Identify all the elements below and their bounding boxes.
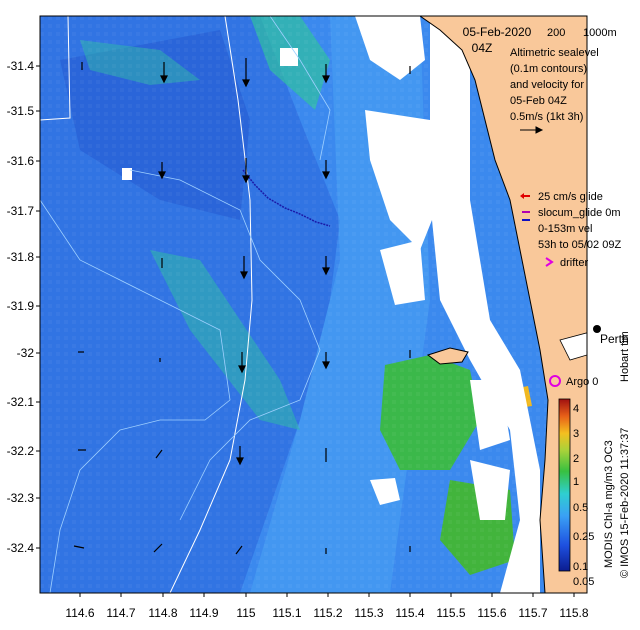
lon-label: 115.1 — [272, 606, 301, 620]
colorbar-tick: 3 — [573, 428, 579, 440]
sealevel-contour-c — [269, 16, 331, 161]
lon-label: 115.6 — [477, 606, 506, 620]
y-axis-labels: -31.4 -31.5 -31.6 -31.7 -31.8 -31.9 -32 … — [7, 59, 35, 555]
lat-label: -32 — [17, 346, 35, 360]
lat-label: -31.9 — [7, 299, 35, 313]
velocity-arrows — [73, 58, 411, 555]
glider-line: 25 cm/s glide — [538, 191, 603, 203]
legend-line: Altimetric sealevel — [510, 47, 599, 59]
colorbar-title: MODIS Chl-a mg/m3 OC3 — [603, 440, 615, 568]
lat-label: -32.4 — [7, 541, 35, 555]
rottnest-island — [426, 347, 469, 365]
lon-label: 114.7 — [106, 606, 135, 620]
lon-label: 115 — [236, 606, 255, 620]
lon-label: 115.5 — [436, 606, 465, 620]
lon-label: 115.8 — [559, 606, 588, 620]
map-date: 05-Feb-2020 — [463, 25, 532, 39]
lat-label: -32.3 — [7, 491, 35, 505]
glider-line: 53h to 05/02 09Z — [538, 239, 621, 251]
map-time: 04Z — [472, 41, 493, 55]
colorbar-ticks: 4 3 2 1 0.5 0.25 0.1 0.05 — [573, 403, 594, 588]
lon-label: 115.3 — [354, 606, 383, 620]
glider-track — [242, 169, 331, 227]
land — [419, 16, 587, 593]
colorbar-tick: 0.5 — [573, 502, 588, 514]
colorbar-tick: 1 — [573, 476, 579, 488]
glider-line: 0-153m vel — [538, 223, 592, 235]
argo-label: Argo 0 — [566, 376, 598, 388]
drifter-label: drifter — [560, 257, 588, 269]
perth-marker-icon — [593, 325, 601, 333]
cloud-gaps — [122, 16, 510, 520]
contour-200m — [40, 16, 71, 121]
altimetry-legend: Altimetric sealevel (0.1m contours) and … — [510, 47, 599, 123]
colorbar-tick: 2 — [573, 453, 579, 465]
lon-label: 114.9 — [189, 606, 218, 620]
lat-label: -31.8 — [7, 250, 35, 264]
lon-label: 114.6 — [65, 606, 94, 620]
colorbar-tick: 0.05 — [573, 576, 594, 588]
lon-label: 115.4 — [395, 606, 424, 620]
colorbar-tick: 0.1 — [573, 561, 588, 573]
colorbar — [558, 398, 571, 572]
credit-text: © IMOS 15-Feb-2020 11:37:37 — [619, 428, 631, 578]
lat-label: -31.6 — [7, 154, 35, 168]
lat-label: -31.7 — [7, 204, 35, 218]
legend-line: 05-Feb 04Z — [510, 95, 567, 107]
contour-1000m — [169, 16, 253, 593]
lat-label: -31.4 — [7, 59, 35, 73]
coastal-nodata — [430, 16, 540, 593]
glider-legend: 25 cm/s glide slocum_glide 0m 0-153m vel… — [520, 191, 621, 269]
depth-contour-200: 200 — [547, 27, 565, 39]
city-label: Perth — [600, 332, 629, 346]
x-axis — [79, 593, 575, 597]
lat-label: -32.2 — [7, 444, 35, 458]
legend-line: and velocity for — [510, 79, 584, 91]
legend-line: (0.1m contours) — [510, 63, 587, 75]
lon-label: 115.2 — [313, 606, 342, 620]
y-axis — [36, 65, 40, 549]
sealevel-contour-a — [40, 199, 231, 593]
argo-marker-icon — [549, 375, 561, 387]
plot-border — [39, 15, 588, 594]
colorbar-tick: 0.25 — [573, 531, 594, 543]
swan-estuary — [559, 332, 587, 361]
lon-label: 114.8 — [148, 606, 177, 620]
glider-line: slocum_glide 0m — [538, 207, 621, 219]
scale-arrow — [520, 126, 544, 134]
drifter-icon — [545, 257, 554, 267]
lon-label: 115.7 — [518, 606, 547, 620]
lat-label: -32.1 — [7, 395, 35, 409]
hobart-time-label: Hobart tim — [619, 331, 631, 382]
lat-label: -31.5 — [7, 104, 35, 118]
legend-line: 0.5m/s (1kt 3h) — [510, 111, 583, 123]
colorbar-tick: 4 — [573, 403, 579, 415]
x-axis-labels: 114.6 114.7 114.8 114.9 115 115.1 115.2 … — [65, 606, 588, 620]
glider-arrow-red-icon — [520, 193, 524, 199]
depth-contour-1000: 1000m — [583, 27, 617, 39]
sealevel-contour-b — [129, 169, 321, 521]
